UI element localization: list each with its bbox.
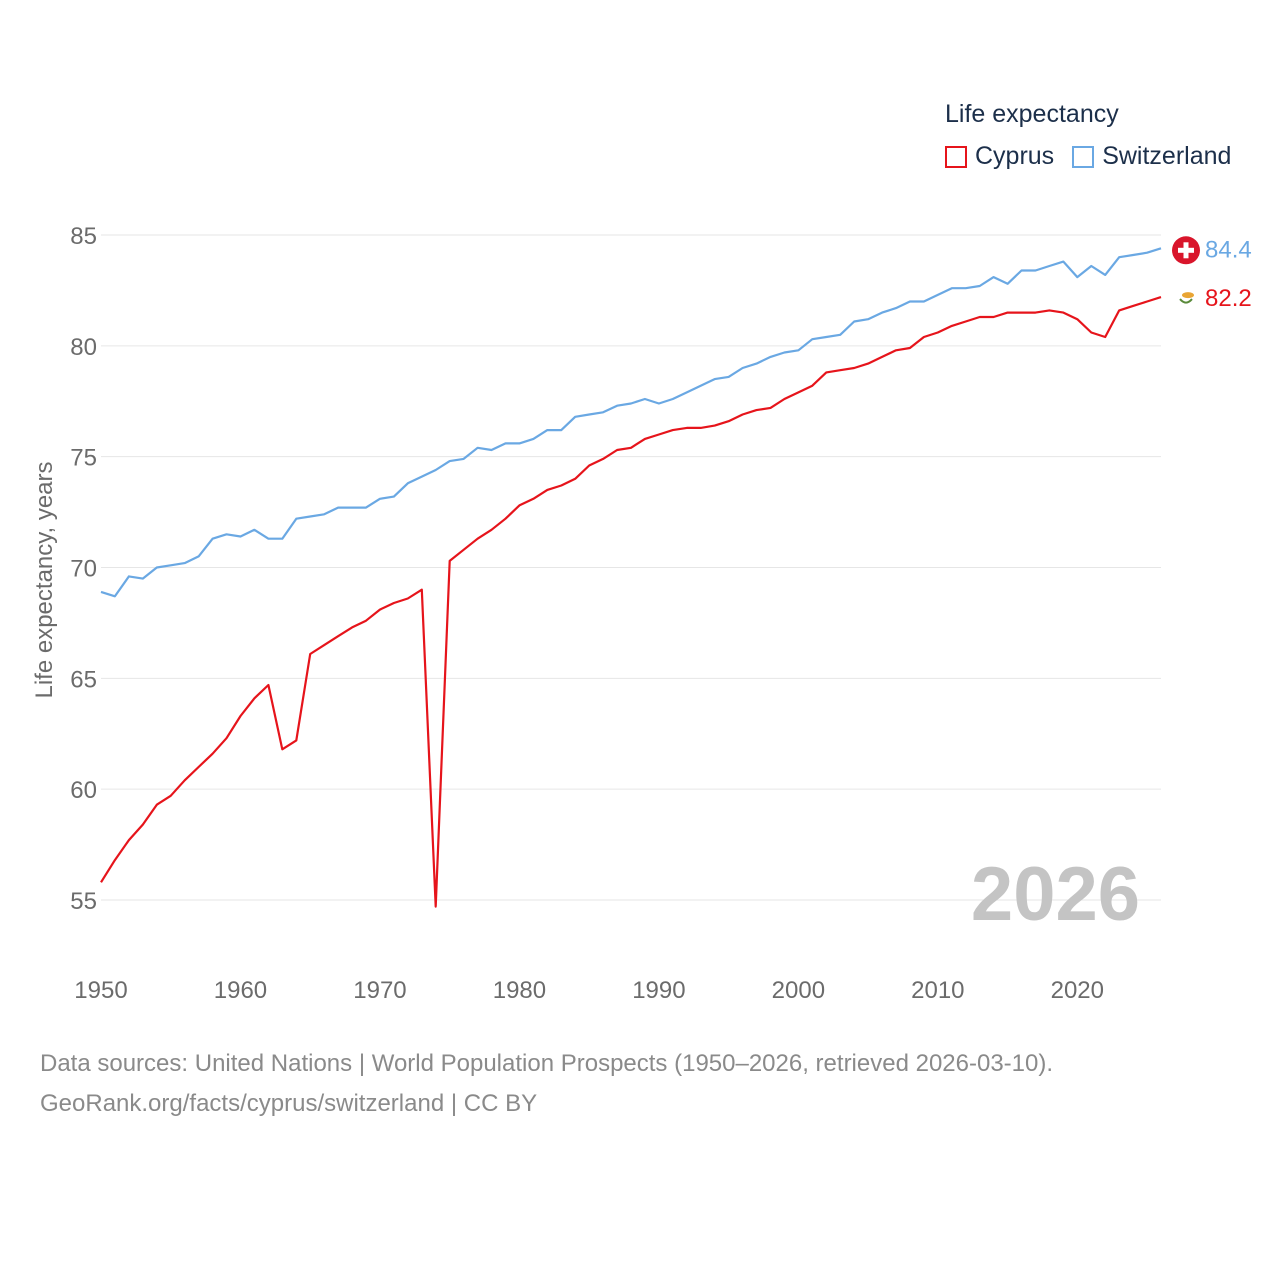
footer: Data sources: United Nations | World Pop…: [40, 1044, 1053, 1124]
x-tick-label: 1980: [493, 977, 546, 1004]
x-tick-label: 1970: [353, 977, 406, 1004]
x-tick-label: 1950: [74, 977, 127, 1004]
switzerland-flag-icon: [1172, 236, 1200, 265]
y-tick-label: 65: [70, 666, 97, 693]
y-axis-ticks: 55 60 65 70 75 80 85: [70, 223, 97, 915]
legend-swatch-cyprus: [945, 145, 967, 168]
y-tick-label: 80: [70, 334, 97, 361]
footer-sources: Data sources: United Nations | World Pop…: [40, 1050, 1054, 1077]
y-tick-label: 55: [70, 888, 97, 915]
y-tick-label: 60: [70, 777, 97, 804]
end-label-switzerland: 84.4: [1205, 236, 1252, 263]
y-tick-label: 85: [70, 223, 97, 250]
x-axis-ticks: 1950 1960 1970 1980 1990 2000 2010 2020: [74, 977, 1104, 1004]
end-markers: 84.4 82.2: [1172, 236, 1252, 312]
series-line-switzerland[interactable]: [100, 247, 1162, 598]
year-watermark: 2026: [971, 852, 1140, 937]
x-tick-label: 2010: [911, 977, 964, 1004]
series-line-cyprus[interactable]: [100, 296, 1162, 908]
legend-title: Life expectancy: [945, 100, 1119, 128]
y-tick-label: 70: [70, 556, 97, 583]
footer-credit[interactable]: GeoRank.org/facts/cyprus/switzerland | C…: [40, 1090, 538, 1117]
legend-swatch-switzerland: [1072, 145, 1095, 168]
series-lines: [100, 247, 1162, 908]
gridlines: [101, 234, 1161, 901]
x-tick-label: 1960: [214, 977, 267, 1004]
x-tick-label: 2000: [772, 977, 825, 1004]
x-tick-label: 1990: [632, 977, 685, 1004]
cyprus-flag-icon: [1177, 290, 1195, 309]
y-tick-label: 75: [70, 445, 97, 472]
legend-item-cyprus[interactable]: Cyprus: [945, 142, 1054, 171]
legend-label-cyprus: Cyprus: [975, 142, 1055, 170]
legend-item-switzerland[interactable]: Switzerland: [1072, 142, 1231, 171]
legend: Cyprus Switzerland: [945, 142, 1231, 171]
end-label-cyprus: 82.2: [1205, 285, 1252, 312]
x-tick-label: 2020: [1051, 977, 1104, 1004]
y-axis-label: Life expectancy, years: [31, 461, 58, 698]
legend-label-switzerland: Switzerland: [1102, 142, 1232, 170]
